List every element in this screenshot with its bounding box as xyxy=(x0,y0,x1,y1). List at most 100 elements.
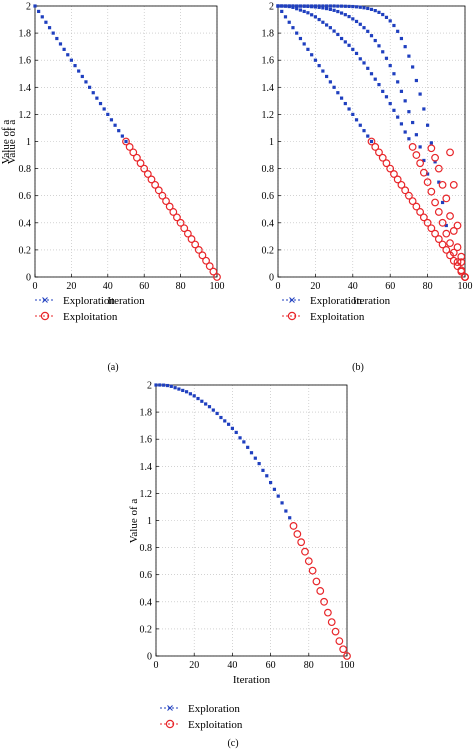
exploration-point xyxy=(336,4,340,8)
exploration-point xyxy=(354,19,359,24)
y-tick-label: 1.2 xyxy=(262,110,275,121)
exploration-point xyxy=(219,415,223,420)
exploitation-point xyxy=(412,202,421,211)
exploitation-point xyxy=(408,197,417,206)
exploration-point xyxy=(373,77,377,81)
exploitation-point xyxy=(453,221,462,230)
y-tick-label: 1.4 xyxy=(19,83,32,94)
exploration-point xyxy=(351,47,355,51)
exploration-point xyxy=(347,107,351,111)
x-tick-label: 80 xyxy=(423,281,433,292)
exploration-point xyxy=(429,141,433,145)
exploration-point xyxy=(347,4,351,9)
exploration-point xyxy=(120,134,124,138)
exploration-point xyxy=(440,200,445,205)
exploitation-point xyxy=(308,566,317,575)
exploitation-point xyxy=(143,170,152,178)
exploration-point xyxy=(313,15,317,19)
exploration-point xyxy=(426,172,430,176)
exploration-point xyxy=(339,36,344,41)
exploitation-point xyxy=(180,224,189,233)
exploration-point xyxy=(306,4,310,8)
exploration-point xyxy=(321,4,325,8)
legend-marker-exploration xyxy=(42,297,48,303)
y-tick-label: 0.4 xyxy=(140,597,153,608)
y-tick-label: 1.8 xyxy=(19,29,32,40)
exploration-point xyxy=(77,69,81,73)
exploration-point xyxy=(381,89,385,93)
exploitation-point xyxy=(301,547,309,556)
x-tick-label: 0 xyxy=(33,281,38,292)
y-tick-label: 2 xyxy=(269,2,274,13)
y-tick-label: 0 xyxy=(26,273,31,284)
exploration-point xyxy=(403,45,407,49)
exploration-point xyxy=(58,42,63,46)
exploration-point xyxy=(328,26,332,30)
exploration-point xyxy=(317,4,321,8)
x-axis-label: Iteration xyxy=(107,295,145,307)
exploration-point xyxy=(414,78,418,83)
exploration-point xyxy=(181,388,185,393)
series-exploration xyxy=(276,4,448,228)
exploitation-point xyxy=(393,175,402,184)
y-tick-label: 0.2 xyxy=(262,245,275,256)
exploration-point xyxy=(98,101,103,106)
exploitation-point xyxy=(453,243,462,252)
exploration-point xyxy=(113,123,117,127)
exploration-point xyxy=(351,4,355,9)
exploration-point xyxy=(298,8,303,12)
exploitation-point xyxy=(187,235,196,243)
y-tick-label: 0.8 xyxy=(262,164,275,175)
exploration-point xyxy=(396,29,400,33)
exploration-point xyxy=(332,4,336,8)
exploration-point xyxy=(284,509,288,513)
exploitation-point xyxy=(431,198,439,207)
exploitation-point xyxy=(434,208,443,216)
exploration-point xyxy=(302,9,306,14)
exploration-point xyxy=(261,468,265,472)
exploitation-point xyxy=(446,212,454,220)
exploitation-point xyxy=(140,164,149,173)
exploitation-point xyxy=(408,143,417,151)
x-tick-label: 20 xyxy=(66,281,76,292)
exploitation-point xyxy=(423,218,432,227)
exploration-point xyxy=(343,13,347,17)
exploration-point xyxy=(339,96,344,100)
exploration-point xyxy=(310,4,314,8)
exploration-point xyxy=(399,122,404,126)
exploration-point xyxy=(369,34,374,38)
exploration-point xyxy=(369,7,374,11)
y-tick-label: 1.2 xyxy=(19,110,32,121)
exploration-point xyxy=(276,4,280,8)
x-tick-label: 60 xyxy=(385,281,395,292)
exploration-point xyxy=(242,440,246,444)
exploration-point xyxy=(321,69,325,73)
exploration-point xyxy=(66,53,70,57)
exploration-point xyxy=(33,4,37,8)
exploration-point xyxy=(288,516,292,520)
x-tick-label: 20 xyxy=(310,281,320,292)
exploration-point xyxy=(302,4,306,8)
exploitation-point xyxy=(343,652,351,660)
exploration-point xyxy=(47,26,52,30)
exploration-point xyxy=(95,96,99,100)
exploitation-point xyxy=(461,273,469,281)
exploration-point xyxy=(358,22,362,26)
exploration-point xyxy=(287,4,291,8)
exploitation-point xyxy=(438,180,447,189)
exploration-point xyxy=(310,13,314,17)
exploration-point xyxy=(407,110,411,114)
exploitation-point xyxy=(191,240,200,249)
exploration-point xyxy=(306,11,310,15)
exploration-point xyxy=(388,64,392,68)
y-tick-label: 1.4 xyxy=(140,462,153,473)
exploitation-point xyxy=(316,587,325,595)
exploitation-point xyxy=(297,538,306,547)
exploitation-point xyxy=(416,159,425,168)
exploration-point xyxy=(321,20,325,24)
exploitation-point xyxy=(125,143,134,151)
legend: Exploration Exploitation xyxy=(282,295,365,323)
exploration-point xyxy=(192,394,196,398)
y-axis-label: Value of a xyxy=(128,499,140,544)
exploration-point xyxy=(366,6,370,11)
